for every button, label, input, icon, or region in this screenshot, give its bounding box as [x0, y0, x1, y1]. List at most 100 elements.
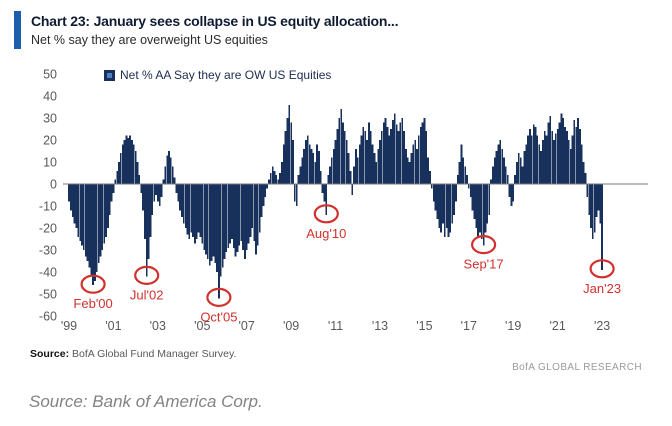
bar: [458, 162, 461, 184]
legend-label: Net % AA Say they are OW US Equities: [120, 68, 332, 82]
y-tick-label: 30: [43, 112, 57, 126]
bar: [194, 184, 196, 244]
bar: [306, 135, 309, 184]
x-tick-label: '17: [461, 319, 477, 333]
bar: [547, 122, 550, 184]
bar: [255, 184, 257, 255]
bar: [590, 184, 592, 228]
x-tick-label: '99: [61, 319, 77, 333]
bar: [373, 153, 376, 184]
bar: [342, 122, 344, 184]
bar: [445, 184, 448, 228]
bar: [347, 153, 350, 184]
bar: [275, 175, 278, 184]
bofa-global-research-brand: BofA GLOBAL RESEARCH: [512, 362, 642, 373]
bar: [175, 184, 178, 193]
bar: [595, 184, 598, 217]
bar: [236, 184, 239, 253]
bar: [593, 184, 596, 233]
bar: [375, 162, 378, 184]
bar: [97, 184, 100, 264]
bar: [356, 157, 359, 184]
bar: [86, 184, 89, 261]
bar: [480, 184, 483, 239]
bar: [345, 140, 348, 184]
bar: [303, 148, 305, 184]
bar: [181, 184, 183, 217]
bar: [112, 184, 115, 193]
bar: [297, 175, 300, 184]
bar: [81, 184, 83, 246]
bar: [393, 113, 396, 184]
bar: [577, 118, 579, 184]
bar: [412, 144, 415, 184]
bar: [218, 184, 220, 299]
chart-title: Chart 23: January sees collapse in US eq…: [31, 13, 399, 29]
y-tick-label: -10: [39, 200, 57, 214]
bar: [358, 144, 361, 184]
bar: [360, 135, 363, 184]
bar: [140, 184, 143, 193]
bar: [177, 184, 180, 202]
bar: [464, 166, 467, 184]
bar: [90, 184, 93, 277]
bar: [438, 184, 441, 228]
bar: [234, 184, 237, 257]
bar: [408, 162, 411, 184]
annotation-label: Feb'00: [73, 296, 112, 311]
bar: [527, 135, 529, 184]
y-tick-label: 0: [50, 178, 57, 192]
bar: [388, 135, 391, 184]
x-tick-label: '05: [194, 319, 210, 333]
y-tick-label: 10: [43, 156, 57, 170]
y-tick-label: 20: [43, 134, 57, 148]
bar: [286, 118, 289, 184]
bar: [599, 184, 602, 224]
bar: [501, 148, 504, 184]
bar: [308, 144, 311, 184]
bar: [510, 184, 513, 206]
bar: [179, 184, 181, 211]
bar: [238, 184, 241, 246]
bar: [543, 131, 546, 184]
bar: [566, 131, 568, 184]
bar: [158, 184, 161, 206]
bar: [467, 184, 470, 189]
bar: [395, 124, 398, 184]
bar: [151, 184, 154, 215]
bar: [377, 148, 380, 184]
bar: [68, 184, 70, 202]
bar: [92, 184, 94, 286]
x-tick-label: '15: [416, 319, 432, 333]
bar: [314, 162, 317, 184]
chart-subtitle: Net % say they are overweight US equitie…: [31, 33, 268, 47]
bar: [114, 179, 117, 184]
annotation-circle-icon: [134, 265, 160, 285]
bar: [532, 124, 535, 184]
bar: [123, 140, 126, 184]
bar: [399, 122, 402, 184]
bar: [405, 148, 407, 184]
bar: [551, 131, 554, 184]
bar: [168, 151, 170, 184]
bar: [110, 184, 113, 202]
bar: [521, 166, 524, 184]
bar: [492, 166, 494, 184]
bar: [473, 184, 476, 220]
bar: [471, 184, 474, 211]
bar: [249, 184, 252, 237]
bar: [488, 184, 491, 215]
bar: [523, 151, 526, 184]
bar: [192, 184, 194, 237]
bar: [392, 120, 394, 184]
bar: [273, 170, 276, 184]
bar: [504, 166, 507, 184]
bar: [205, 184, 207, 255]
bar: [312, 153, 315, 184]
bar: [466, 175, 468, 184]
bar: [229, 184, 231, 244]
bar: [421, 122, 424, 184]
bar: [403, 131, 405, 184]
bottom-caption: Source: Bank of America Corp.: [29, 392, 263, 411]
